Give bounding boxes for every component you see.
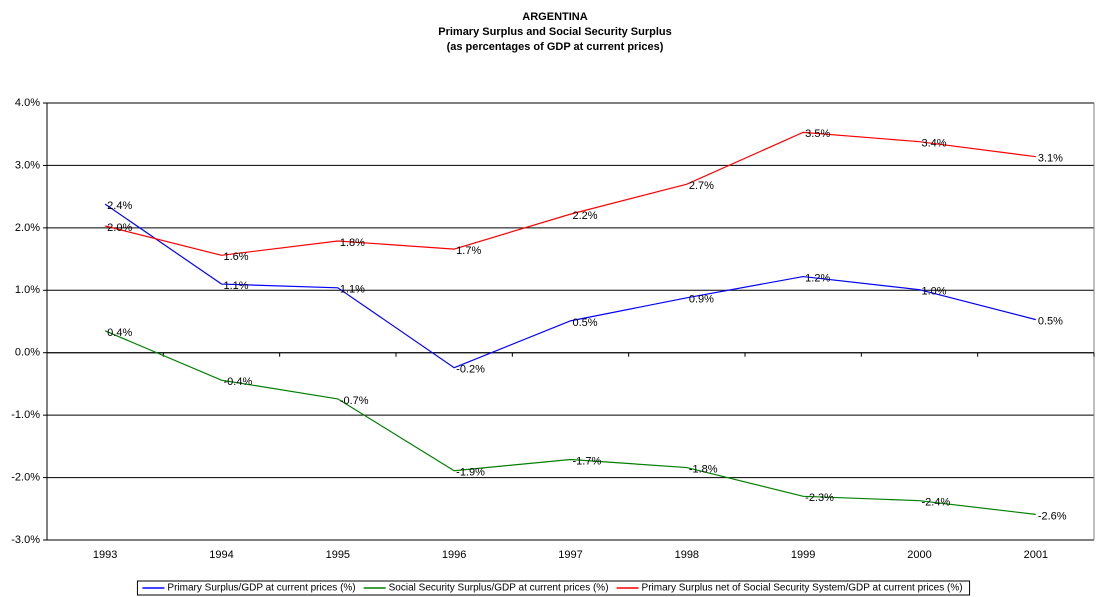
x-tick-label: 1994 bbox=[209, 549, 233, 561]
x-tick-label: 2001 bbox=[1024, 549, 1048, 561]
data-label: 1.7% bbox=[456, 245, 481, 257]
data-label: 0.5% bbox=[1038, 316, 1063, 328]
chart-title: ARGENTINA bbox=[522, 11, 587, 23]
data-label: -0.4% bbox=[224, 376, 253, 388]
y-tick-label: 0.0% bbox=[15, 347, 40, 359]
data-label: 3.1% bbox=[1038, 153, 1063, 165]
data-label: -1.7% bbox=[573, 455, 602, 467]
x-tick-label: 1993 bbox=[93, 549, 117, 561]
data-label: 0.5% bbox=[573, 317, 598, 329]
data-label: 3.4% bbox=[922, 138, 947, 150]
x-tick-label: 1998 bbox=[675, 549, 699, 561]
y-tick-label: 4.0% bbox=[15, 97, 40, 109]
legend-label: Primary Surplus/GDP at current prices (%… bbox=[167, 583, 355, 594]
chart-subtitle: Primary Surplus and Social Security Surp… bbox=[438, 26, 672, 38]
data-label: 2.7% bbox=[689, 180, 714, 192]
data-label: 0.4% bbox=[107, 327, 132, 339]
y-tick-label: 3.0% bbox=[15, 159, 40, 171]
y-tick-label: -2.0% bbox=[11, 471, 40, 483]
data-label: 2.2% bbox=[573, 210, 598, 222]
legend-label: Primary Surplus net of Social Security S… bbox=[642, 583, 963, 594]
legend-label: Social Security Surplus/GDP at current p… bbox=[389, 583, 609, 594]
data-label: 1.8% bbox=[340, 237, 365, 249]
x-tick-label: 2000 bbox=[907, 549, 931, 561]
data-label: -1.9% bbox=[456, 467, 485, 479]
data-label: 2.0% bbox=[107, 222, 132, 234]
data-label: -0.2% bbox=[456, 364, 485, 376]
x-tick-label: 1995 bbox=[326, 549, 350, 561]
data-label: 3.5% bbox=[805, 128, 830, 140]
legend: Primary Surplus/GDP at current prices (%… bbox=[136, 580, 971, 596]
data-label: -1.8% bbox=[689, 463, 718, 475]
data-label: -2.3% bbox=[805, 492, 834, 504]
data-label: -2.4% bbox=[922, 497, 951, 509]
y-tick-label: 2.0% bbox=[15, 222, 40, 234]
data-label: 1.6% bbox=[224, 251, 249, 263]
x-tick-label: 1997 bbox=[558, 549, 582, 561]
data-label: 1.1% bbox=[340, 284, 365, 296]
data-label: 2.4% bbox=[107, 200, 132, 212]
data-label: 1.1% bbox=[224, 280, 249, 292]
x-tick-label: 1996 bbox=[442, 549, 466, 561]
chart-subtitle: (as percentages of GDP at current prices… bbox=[447, 41, 664, 53]
data-label: 1.2% bbox=[805, 272, 830, 284]
data-label: 1.0% bbox=[922, 286, 947, 298]
y-tick-label: -1.0% bbox=[11, 409, 40, 421]
data-label: 0.9% bbox=[689, 294, 714, 306]
x-tick-label: 1999 bbox=[791, 549, 815, 561]
series-line bbox=[104, 330, 1036, 516]
y-tick-label: 1.0% bbox=[15, 284, 40, 296]
series-line bbox=[104, 203, 1036, 369]
data-label: -0.7% bbox=[340, 395, 369, 407]
series-line bbox=[105, 131, 1036, 256]
y-tick-label: -3.0% bbox=[11, 534, 40, 546]
data-label: -2.6% bbox=[1038, 510, 1067, 522]
legend-box bbox=[136, 580, 971, 596]
